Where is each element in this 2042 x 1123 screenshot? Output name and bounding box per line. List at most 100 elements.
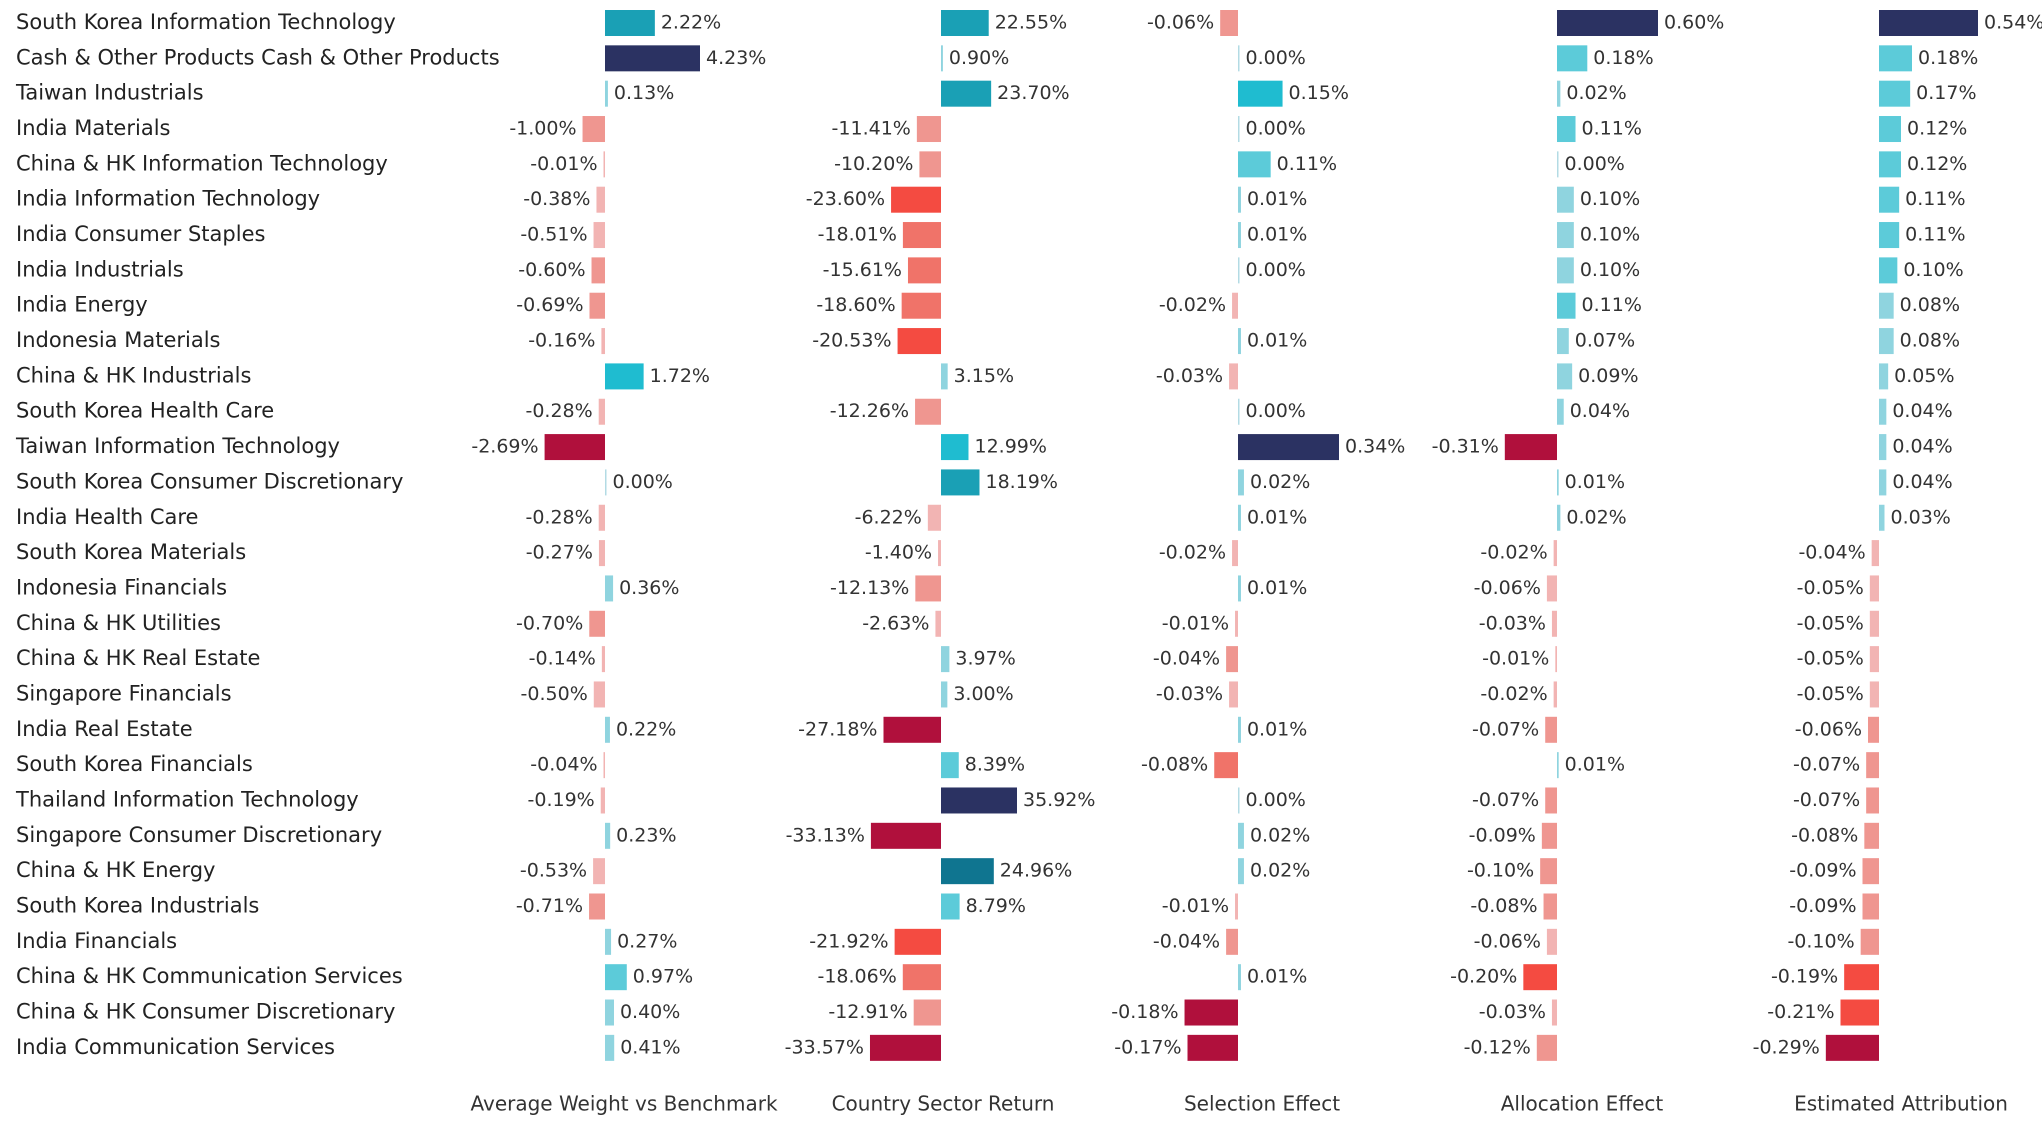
bar (605, 363, 644, 390)
bar (869, 1034, 941, 1061)
bar (1235, 610, 1238, 637)
value-label: 0.18% (1918, 47, 1978, 69)
bar (1504, 434, 1557, 461)
value-label: 0.34% (1345, 436, 1405, 458)
bar (938, 540, 941, 567)
bar (1557, 222, 1574, 249)
bar (941, 45, 943, 72)
bar (915, 575, 941, 602)
row-label: China & HK Information Technology (16, 151, 388, 175)
column-title: Selection Effect (1184, 1092, 1340, 1116)
bar (919, 151, 941, 178)
value-label: -0.18% (1111, 1001, 1178, 1023)
bar (603, 752, 605, 779)
value-label: 0.01% (1247, 718, 1307, 740)
bar (1546, 575, 1557, 602)
row-label: South Korea Financials (16, 752, 253, 776)
bar (600, 787, 605, 814)
value-label: 0.11% (1582, 294, 1642, 316)
value-label: -0.04% (530, 754, 597, 776)
value-label: -0.08% (1141, 754, 1208, 776)
bar (1840, 999, 1879, 1026)
bar (916, 116, 941, 143)
value-label: 0.00% (1246, 118, 1306, 140)
bar (1869, 610, 1879, 637)
value-label: -0.16% (528, 330, 595, 352)
value-label: 0.40% (620, 1001, 680, 1023)
value-label: 0.12% (1907, 118, 1967, 140)
bar (1879, 151, 1901, 178)
bar (1879, 10, 1978, 36)
value-label: -0.05% (1797, 612, 1864, 634)
bar (1557, 504, 1561, 531)
bar (605, 822, 611, 849)
bar (596, 186, 605, 213)
bar (598, 398, 605, 425)
bar (598, 504, 605, 531)
value-label: 0.04% (1570, 400, 1630, 422)
bar (1879, 398, 1887, 425)
value-label: -0.05% (1797, 577, 1864, 599)
bar (1866, 752, 1879, 779)
bar (1232, 292, 1238, 319)
bar (1879, 116, 1901, 143)
value-label: 0.02% (1250, 471, 1310, 493)
value-label: -0.51% (520, 224, 587, 246)
value-label: -11.41% (832, 118, 911, 140)
bar (1557, 752, 1559, 779)
value-label: -0.09% (1789, 860, 1856, 882)
bar (1879, 434, 1887, 461)
value-label: 8.39% (965, 754, 1025, 776)
bar (1229, 681, 1238, 708)
bar (1238, 434, 1339, 461)
bar (589, 610, 605, 637)
value-label: -0.14% (529, 648, 596, 670)
value-label: -6.22% (855, 506, 922, 528)
value-label: 3.15% (954, 365, 1014, 387)
row-label: Indonesia Financials (16, 575, 227, 599)
row-label: China & HK Industrials (16, 363, 251, 387)
value-label: 3.00% (953, 683, 1013, 705)
value-label: -0.53% (520, 860, 587, 882)
bar (544, 434, 605, 461)
value-label: 0.02% (1250, 860, 1310, 882)
value-label: 0.01% (1565, 471, 1625, 493)
value-label: 0.00% (1246, 400, 1306, 422)
bar (1214, 752, 1238, 779)
column-title: Country Sector Return (832, 1092, 1055, 1116)
value-label: 0.90% (949, 47, 1009, 69)
bar (605, 45, 700, 72)
bar (605, 80, 608, 107)
bar (1546, 928, 1557, 955)
row-label: India Consumer Staples (16, 222, 265, 246)
value-label: 12.99% (974, 436, 1046, 458)
column-title: Estimated Attribution (1794, 1092, 2008, 1116)
bar (1557, 80, 1561, 107)
value-label: -0.20% (1450, 966, 1517, 988)
row-label: China & HK Utilities (16, 611, 221, 635)
value-label: -27.18% (798, 718, 877, 740)
bar (1557, 257, 1574, 284)
bar (941, 469, 980, 496)
bar (605, 716, 610, 743)
value-label: 0.11% (1905, 188, 1965, 210)
bar (1557, 469, 1559, 496)
value-label: -0.04% (1153, 930, 1220, 952)
value-label: -0.31% (1432, 436, 1499, 458)
bar (591, 257, 605, 284)
bar (1557, 398, 1564, 425)
value-label: -10.20% (834, 153, 913, 175)
value-label: -0.01% (1482, 648, 1549, 670)
value-label: 1.72% (650, 365, 710, 387)
value-label: -0.04% (1798, 542, 1865, 564)
value-label: -0.02% (1159, 542, 1226, 564)
bar (1238, 964, 1241, 991)
bar (1238, 398, 1240, 425)
bar (1879, 222, 1900, 249)
column-title: Allocation Effect (1501, 1092, 1664, 1116)
bar (1238, 151, 1271, 178)
value-label: 0.15% (1289, 82, 1349, 104)
value-label: -0.10% (1787, 930, 1854, 952)
value-label: 0.08% (1900, 330, 1960, 352)
bar (1869, 681, 1879, 708)
